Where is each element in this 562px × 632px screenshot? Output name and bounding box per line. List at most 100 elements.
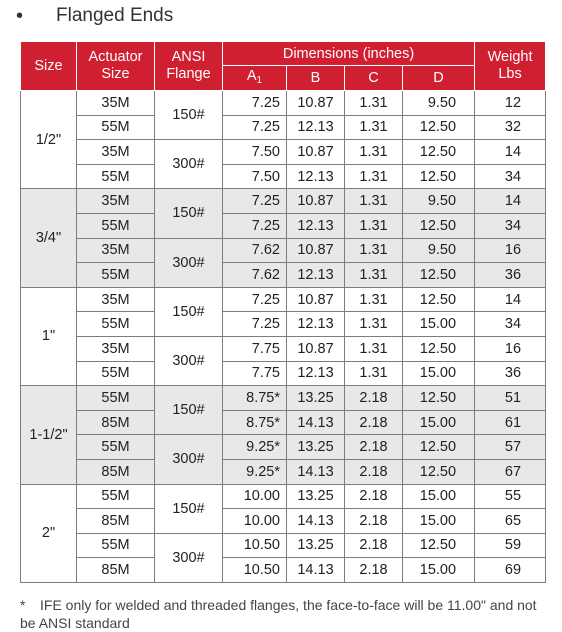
actuator-cell: 85M bbox=[76, 557, 155, 583]
weight-cell: 57 bbox=[474, 434, 547, 460]
dim-d-cell: 12.50 bbox=[401, 458, 476, 485]
header-size: Size bbox=[20, 41, 77, 91]
dim-c-cell: 1.31 bbox=[344, 163, 403, 190]
flange-cell: 150# bbox=[154, 188, 223, 239]
actuator-cell: 85M bbox=[76, 458, 155, 485]
dim-a-cell: 10.00 bbox=[222, 508, 287, 534]
table-row: 85M 10.00 14.13 2.18 15.00 65 bbox=[21, 508, 547, 534]
actuator-cell: 55M bbox=[76, 434, 155, 460]
dim-a-cell: 7.62 bbox=[222, 237, 287, 264]
weight-cell: 51 bbox=[474, 385, 547, 411]
dim-a-cell: 7.25 bbox=[222, 114, 287, 141]
dimensions-table: Size Actuator Size ANSI Flange Dimension… bbox=[20, 41, 547, 583]
actuator-cell: 55M bbox=[76, 262, 155, 288]
dim-d-cell: 12.50 bbox=[401, 163, 476, 190]
actuator-cell: 55M bbox=[76, 532, 155, 559]
dim-c-cell: 2.18 bbox=[344, 532, 403, 559]
table-row: 55M 7.62 12.13 1.31 12.50 36 bbox=[21, 262, 547, 288]
actuator-cell: 55M bbox=[76, 163, 155, 190]
header-weight: Weight Lbs bbox=[474, 41, 547, 91]
dim-a-cell: 10.50 bbox=[222, 532, 287, 559]
dim-a-cell: 7.25 bbox=[222, 188, 287, 214]
table-row: 35M 300# 7.62 10.87 1.31 9.50 16 bbox=[21, 237, 547, 288]
dim-b-cell: 12.13 bbox=[286, 262, 345, 288]
actuator-cell: 35M bbox=[76, 237, 155, 264]
dim-c-cell: 2.18 bbox=[344, 434, 403, 460]
dim-c-cell: 1.31 bbox=[344, 139, 403, 165]
header-col-b: B bbox=[286, 65, 345, 91]
dim-d-cell: 12.50 bbox=[401, 385, 476, 411]
dim-b-cell: 10.87 bbox=[286, 139, 345, 165]
actuator-cell: 85M bbox=[76, 508, 155, 534]
dim-c-cell: 2.18 bbox=[344, 458, 403, 485]
dim-b-cell: 13.25 bbox=[286, 385, 345, 411]
flange-cell: 150# bbox=[154, 89, 223, 141]
table-row: 85M 8.75* 14.13 2.18 15.00 61 bbox=[21, 409, 547, 436]
dim-b-cell: 13.25 bbox=[286, 434, 345, 460]
dim-b-cell: 10.87 bbox=[286, 286, 345, 313]
dim-b-cell: 13.25 bbox=[286, 483, 345, 510]
weight-cell: 36 bbox=[474, 262, 547, 288]
table-row: 35M 300# 7.75 10.87 1.31 12.50 16 bbox=[21, 335, 547, 387]
dim-c-cell: 1.31 bbox=[344, 237, 403, 264]
weight-cell: 14 bbox=[474, 188, 547, 214]
size-cell: 1" bbox=[20, 286, 77, 387]
actuator-cell: 55M bbox=[76, 360, 155, 387]
dim-d-cell: 12.50 bbox=[401, 262, 476, 288]
dim-a-cell: 7.25 bbox=[222, 90, 287, 116]
header-col-a-label: A bbox=[246, 67, 257, 84]
dim-b-cell: 12.13 bbox=[286, 360, 345, 387]
dim-a-cell: 7.50 bbox=[222, 139, 287, 165]
dim-c-cell: 1.31 bbox=[344, 286, 403, 313]
dim-d-cell: 15.00 bbox=[401, 360, 476, 387]
dim-c-cell: 1.31 bbox=[344, 262, 403, 288]
dim-a-cell: 7.62 bbox=[222, 262, 287, 288]
flange-cell: 150# bbox=[154, 483, 223, 534]
dim-d-cell: 12.50 bbox=[401, 532, 476, 559]
dim-b-cell: 14.13 bbox=[286, 557, 345, 583]
dim-c-cell: 1.31 bbox=[344, 335, 403, 362]
table-row: 55M 300# 9.25* 13.25 2.18 12.50 57 bbox=[21, 434, 547, 485]
weight-cell: 16 bbox=[474, 335, 547, 362]
flange-cell: 300# bbox=[154, 434, 223, 485]
dim-c-cell: 1.31 bbox=[344, 114, 403, 141]
table-row: 55M 7.25 12.13 1.31 12.50 34 bbox=[21, 212, 547, 239]
weight-cell: 32 bbox=[474, 114, 547, 141]
dim-b-cell: 10.87 bbox=[286, 335, 345, 362]
weight-cell: 59 bbox=[474, 532, 547, 559]
actuator-cell: 55M bbox=[76, 114, 155, 141]
section-heading: • Flanged Ends bbox=[16, 4, 173, 28]
flange-cell: 300# bbox=[154, 335, 223, 387]
actuator-cell: 35M bbox=[76, 188, 155, 214]
dim-d-cell: 15.00 bbox=[401, 311, 476, 337]
dim-d-cell: 12.50 bbox=[401, 212, 476, 239]
table-row: 1/2" 35M 150# 7.25 10.87 1.31 9.50 12 bbox=[20, 89, 547, 190]
dim-d-cell: 9.50 bbox=[401, 188, 476, 214]
actuator-cell: 55M bbox=[76, 483, 155, 510]
heading-bullet: • bbox=[16, 4, 24, 27]
dim-c-cell: 2.18 bbox=[344, 508, 403, 534]
table-row: 1-1/2" 55M 150# 8.75* 13.25 2.18 12.50 51 bbox=[20, 385, 547, 485]
dim-c-cell: 1.31 bbox=[344, 311, 403, 337]
table-row: 55M 7.50 12.13 1.31 12.50 34 bbox=[21, 163, 547, 190]
dim-a-cell: 8.75* bbox=[222, 409, 287, 436]
table-row: 85M 9.25* 14.13 2.18 12.50 67 bbox=[21, 458, 547, 485]
table-row: 85M 10.50 14.13 2.18 15.00 69 bbox=[21, 557, 547, 583]
weight-cell: 14 bbox=[474, 139, 547, 165]
dim-a-cell: 9.25* bbox=[222, 458, 287, 485]
dim-a-cell: 7.75 bbox=[222, 360, 287, 387]
dim-b-cell: 12.13 bbox=[286, 163, 345, 190]
dim-b-cell: 10.87 bbox=[286, 237, 345, 264]
dim-b-cell: 10.87 bbox=[286, 90, 345, 116]
table-row: 55M 7.25 12.13 1.31 15.00 34 bbox=[21, 311, 547, 337]
dim-a-cell: 7.50 bbox=[222, 163, 287, 190]
actuator-cell: 55M bbox=[76, 385, 155, 411]
actuator-cell: 55M bbox=[76, 311, 155, 337]
table-row: 3/4" 35M 150# 7.25 10.87 1.31 9.50 14 bbox=[20, 188, 547, 288]
dim-b-cell: 10.87 bbox=[286, 188, 345, 214]
dim-a-cell: 7.25 bbox=[222, 311, 287, 337]
dim-b-cell: 13.25 bbox=[286, 532, 345, 559]
dim-c-cell: 2.18 bbox=[344, 557, 403, 583]
dim-d-cell: 15.00 bbox=[401, 557, 476, 583]
dim-a-cell: 8.75* bbox=[222, 385, 287, 411]
